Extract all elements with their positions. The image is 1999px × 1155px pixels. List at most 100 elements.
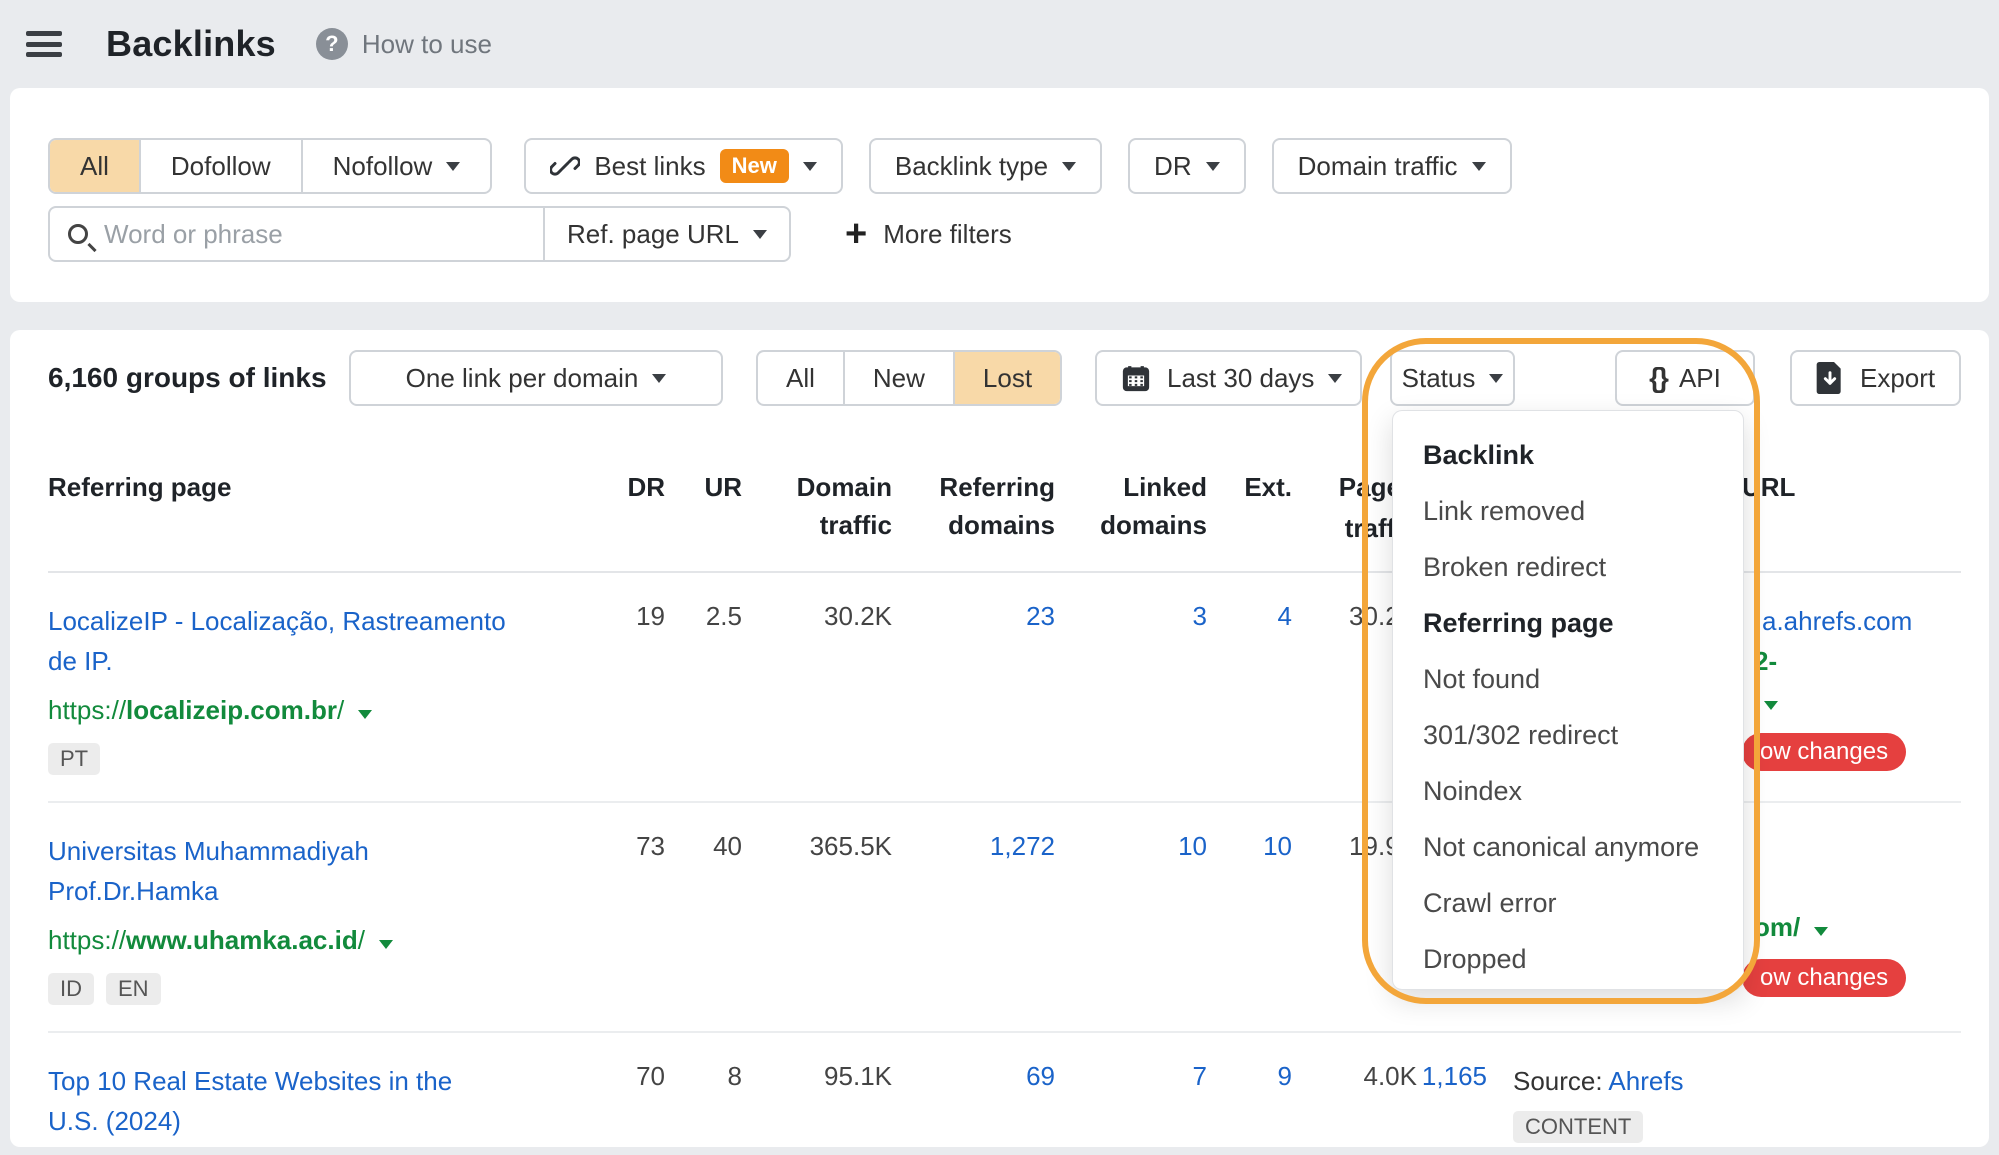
ur-cell: 40 — [713, 831, 742, 861]
menu-item-link-removed[interactable]: Link removed — [1423, 495, 1586, 526]
menu-item-301-302-redirect[interactable]: 301/302 redirect — [1423, 719, 1619, 750]
export-file-icon — [1816, 362, 1844, 394]
follow-segmented-control: All Dofollow Nofollow — [48, 138, 493, 194]
filter-row-1: All Dofollow Nofollow Best links New — [48, 138, 1951, 194]
domain-traffic-cell: 95.1K — [824, 1061, 892, 1091]
referring-domains-cell: 69 — [1026, 1061, 1055, 1091]
referring-page-title-link[interactable]: LocalizeIP - Localização, Rastreamento d… — [48, 606, 506, 676]
status-dropdown-menu: Backlink Link removed Broken redirect Re… — [1392, 410, 1744, 990]
url-cell: om/ ow changes — [1487, 802, 1961, 1032]
tab-new[interactable]: New — [842, 352, 953, 404]
language-badge: ID — [48, 973, 94, 1005]
target-url-fragment: om/ — [1754, 907, 1961, 947]
content-badge: CONTENT — [1513, 1111, 1644, 1143]
table-row: Top 10 Real Estate Websites in the U.S. … — [48, 1032, 1961, 1155]
api-button[interactable]: {} API — [1615, 350, 1755, 406]
domain-traffic-dropdown[interactable]: Domain traffic — [1271, 138, 1512, 194]
how-to-use-link[interactable]: ? How to use — [315, 28, 492, 60]
referring-page-url[interactable]: https://localizeip.com.br/ — [48, 691, 568, 729]
referring-page-title-link[interactable]: Top 10 Real Estate Websites in the U.S. … — [48, 1066, 453, 1136]
search-input[interactable] — [104, 218, 526, 250]
chevron-down-icon — [753, 229, 767, 239]
col-linked-domains[interactable]: Linked domains — [1100, 472, 1207, 540]
col-dr[interactable]: DR — [627, 472, 665, 502]
dr-filter-dropdown[interactable]: DR — [1128, 138, 1246, 194]
calendar-icon — [1121, 363, 1151, 393]
chevron-down-icon — [1471, 161, 1486, 171]
best-links-button[interactable]: Best links New — [524, 138, 843, 194]
linked-domains-cell: 7 — [1192, 1061, 1207, 1091]
status-dropdown-button[interactable]: Status — [1390, 350, 1515, 406]
col-referring-page[interactable]: Referring page — [48, 472, 232, 502]
anchor-link[interactable]: Ahrefs — [1608, 1066, 1684, 1096]
results-toolbar: 6,160 groups of links One link per domai… — [48, 350, 1961, 426]
tab-nofollow[interactable]: Nofollow — [300, 140, 491, 192]
chevron-down-icon — [1489, 373, 1504, 383]
search-group: Ref. page URL — [48, 206, 791, 262]
referring-page-url[interactable]: https://www.uhamka.ac.id/ — [48, 921, 568, 959]
url-cell: a.ahrefs.com 2- ow changes — [1487, 572, 1961, 802]
braces-icon: {} — [1649, 362, 1669, 393]
col-domain-traffic[interactable]: Domain traffic — [796, 472, 892, 540]
more-filters-button[interactable]: + More filters — [845, 213, 1012, 255]
linked-domains-cell: 10 — [1178, 831, 1207, 861]
col-referring-domains[interactable]: Referring domains — [939, 472, 1055, 540]
referring-domains-cell: 23 — [1026, 601, 1055, 631]
chevron-down-icon[interactable] — [1814, 927, 1829, 936]
chevron-down-icon[interactable] — [358, 710, 373, 719]
filters-card: All Dofollow Nofollow Best links New — [10, 88, 1989, 302]
menu-item-crawl-error[interactable]: Crawl error — [1423, 887, 1557, 918]
kw-cell: 1,165 — [1417, 1032, 1487, 1155]
backlinks-table: Referring page DR UR Domain traffic Refer… — [48, 428, 1961, 1155]
tab-all-links[interactable]: All — [50, 140, 139, 192]
menu-item-not-canonical-anymore[interactable]: Not canonical anymore — [1423, 831, 1700, 862]
menu-item-not-found[interactable]: Not found — [1423, 663, 1541, 694]
referring-page-title-link[interactable]: Universitas Muhammadiyah Prof.Dr.Hamka — [48, 836, 369, 906]
chevron-down-icon — [446, 161, 461, 171]
menu-section-backlink: Backlink — [1423, 439, 1535, 470]
backlink-type-dropdown[interactable]: Backlink type — [868, 138, 1103, 194]
referring-page-cell: Top 10 Real Estate Websites in the U.S. … — [48, 1032, 618, 1155]
menu-item-noindex[interactable]: Noindex — [1423, 775, 1523, 806]
referring-page-url[interactable]: https://www.rubyhome.com/blog/most-visit… — [48, 1151, 568, 1155]
export-button[interactable]: Export — [1790, 350, 1961, 406]
col-url[interactable]: URL — [1742, 472, 1796, 502]
ref-page-url-dropdown[interactable]: Ref. page URL — [543, 208, 789, 260]
menu-item-dropped[interactable]: Dropped — [1423, 943, 1527, 974]
ur-cell: 8 — [727, 1061, 742, 1091]
language-badge: EN — [106, 973, 161, 1005]
date-range-dropdown[interactable]: Last 30 days — [1095, 350, 1362, 406]
table-row: LocalizeIP - Localização, Rastreamento d… — [48, 572, 1961, 802]
chevron-down-icon — [802, 161, 817, 171]
tab-dofollow[interactable]: Dofollow — [138, 140, 301, 192]
menu-section-referring-page: Referring page — [1423, 607, 1614, 638]
chevron-down-icon — [652, 373, 667, 383]
help-icon: ? — [315, 28, 348, 60]
ext-cell: 9 — [1277, 1061, 1292, 1091]
domain-traffic-cell: 30.2K — [824, 601, 892, 631]
dr-cell: 73 — [636, 831, 665, 861]
chevron-down-icon — [1205, 161, 1220, 171]
dr-cell: 70 — [636, 1061, 665, 1091]
lost-status-pill[interactable]: ow changes — [1742, 959, 1907, 997]
col-ext[interactable]: Ext. — [1244, 472, 1292, 502]
page-traffic-cell: 4.0K — [1363, 1061, 1418, 1091]
kw-count-link[interactable]: 1,165 — [1421, 1061, 1487, 1091]
chevron-down-icon[interactable] — [1764, 681, 1961, 721]
linked-domains-cell: 3 — [1192, 601, 1207, 631]
tab-lost[interactable]: Lost — [952, 352, 1061, 404]
tab-all[interactable]: All — [786, 362, 815, 393]
hamburger-menu-icon[interactable] — [26, 31, 62, 57]
menu-item-broken-redirect[interactable]: Broken redirect — [1423, 551, 1607, 582]
lost-status-pill[interactable]: ow changes — [1742, 733, 1907, 771]
link-icon — [550, 151, 581, 181]
anchor-link-fragment[interactable]: a.ahrefs.com — [1762, 606, 1913, 636]
search-box — [50, 208, 543, 260]
chevron-down-icon[interactable] — [378, 940, 393, 949]
best-links-label: Best links — [594, 150, 706, 181]
plus-icon: + — [845, 213, 868, 255]
language-badges: PT — [48, 729, 618, 775]
group-mode-dropdown[interactable]: One link per domain — [349, 350, 723, 406]
chevron-down-icon — [1062, 161, 1077, 171]
col-ur[interactable]: UR — [704, 472, 742, 502]
